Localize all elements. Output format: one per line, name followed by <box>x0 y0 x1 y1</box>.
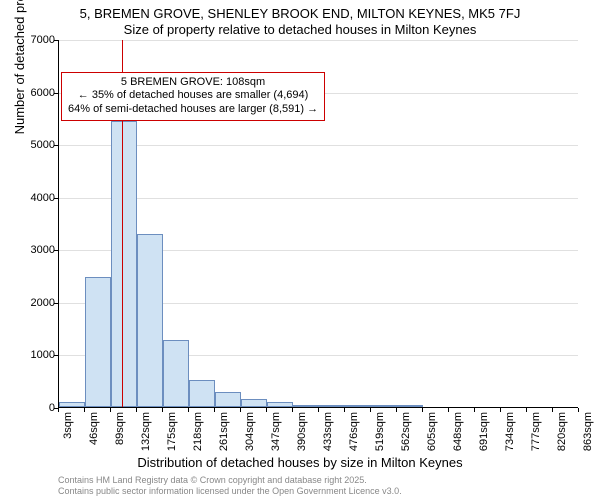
histogram-bar <box>85 277 111 407</box>
x-tick-label: 304sqm <box>244 412 256 456</box>
histogram-bar <box>111 121 137 408</box>
x-axis-label: Distribution of detached houses by size … <box>0 455 600 470</box>
x-tick-mark <box>448 408 449 412</box>
histogram-bar <box>293 405 319 407</box>
x-tick-label: 476sqm <box>348 412 360 456</box>
x-tick-label: 175sqm <box>166 412 178 456</box>
y-tick-label: 5000 <box>31 139 55 151</box>
y-tick-label: 1000 <box>31 349 55 361</box>
x-tick-label: 691sqm <box>478 412 490 456</box>
x-tick-mark <box>188 408 189 412</box>
y-tick-label: 7000 <box>31 34 55 46</box>
histogram-bar <box>371 405 397 407</box>
x-tick-label: 605sqm <box>426 412 438 456</box>
x-tick-label: 3sqm <box>62 412 74 456</box>
x-tick-label: 46sqm <box>88 412 100 456</box>
plot-area: 5 BREMEN GROVE: 108sqm← 35% of detached … <box>58 40 578 408</box>
x-tick-label: 519sqm <box>374 412 386 456</box>
x-tick-label: 132sqm <box>140 412 152 456</box>
y-tick-label: 3000 <box>31 244 55 256</box>
y-tick-mark <box>54 355 58 356</box>
footer-line-1: Contains HM Land Registry data © Crown c… <box>58 475 402 486</box>
x-tick-mark <box>58 408 59 412</box>
x-tick-mark <box>396 408 397 412</box>
chart-title-main: 5, BREMEN GROVE, SHENLEY BROOK END, MILT… <box>0 6 600 21</box>
x-tick-label: 562sqm <box>400 412 412 456</box>
y-tick-mark <box>54 145 58 146</box>
histogram-bar <box>267 402 293 407</box>
y-axis-label: Number of detached properties <box>12 0 27 134</box>
y-tick-label: 2000 <box>31 297 55 309</box>
x-tick-mark <box>214 408 215 412</box>
x-tick-mark <box>422 408 423 412</box>
footer-line-2: Contains public sector information licen… <box>58 486 402 497</box>
grid-line <box>59 40 578 41</box>
x-tick-mark <box>474 408 475 412</box>
histogram-bar <box>397 405 423 407</box>
x-tick-mark <box>292 408 293 412</box>
annotation-line: 64% of semi-detached houses are larger (… <box>68 103 318 117</box>
annotation-line: 5 BREMEN GROVE: 108sqm <box>68 76 318 90</box>
y-tick-mark <box>54 40 58 41</box>
x-tick-label: 648sqm <box>452 412 464 456</box>
x-tick-label: 820sqm <box>556 412 568 456</box>
histogram-bar <box>189 380 215 407</box>
x-tick-mark <box>578 408 579 412</box>
y-tick-mark <box>54 303 58 304</box>
histogram-bar <box>345 405 371 407</box>
x-tick-label: 218sqm <box>192 412 204 456</box>
y-tick-label: 4000 <box>31 192 55 204</box>
annotation-line: ← 35% of detached houses are smaller (4,… <box>68 89 318 103</box>
x-tick-mark <box>84 408 85 412</box>
y-tick-mark <box>54 93 58 94</box>
histogram-bar <box>319 405 345 407</box>
x-tick-mark <box>552 408 553 412</box>
histogram-bar <box>59 402 85 407</box>
x-tick-mark <box>344 408 345 412</box>
annotation-box: 5 BREMEN GROVE: 108sqm← 35% of detached … <box>61 72 325 121</box>
x-tick-label: 734sqm <box>504 412 516 456</box>
histogram-bar <box>241 399 267 407</box>
x-tick-label: 261sqm <box>218 412 230 456</box>
histogram-bar <box>137 234 163 407</box>
chart-container: 5, BREMEN GROVE, SHENLEY BROOK END, MILT… <box>0 0 600 500</box>
x-tick-mark <box>162 408 163 412</box>
x-tick-mark <box>110 408 111 412</box>
x-tick-mark <box>266 408 267 412</box>
y-tick-label: 6000 <box>31 87 55 99</box>
x-tick-label: 390sqm <box>296 412 308 456</box>
y-tick-mark <box>54 250 58 251</box>
x-tick-mark <box>318 408 319 412</box>
footer-attribution: Contains HM Land Registry data © Crown c… <box>58 475 402 497</box>
x-tick-mark <box>500 408 501 412</box>
x-tick-label: 433sqm <box>322 412 334 456</box>
x-tick-mark <box>370 408 371 412</box>
histogram-bar <box>215 392 241 407</box>
y-tick-mark <box>54 198 58 199</box>
x-tick-mark <box>136 408 137 412</box>
x-tick-mark <box>526 408 527 412</box>
x-tick-label: 777sqm <box>530 412 542 456</box>
histogram-bar <box>163 340 189 407</box>
x-tick-label: 863sqm <box>582 412 594 456</box>
chart-title-sub: Size of property relative to detached ho… <box>0 22 600 37</box>
x-tick-mark <box>240 408 241 412</box>
x-tick-label: 89sqm <box>114 412 126 456</box>
x-tick-label: 347sqm <box>270 412 282 456</box>
